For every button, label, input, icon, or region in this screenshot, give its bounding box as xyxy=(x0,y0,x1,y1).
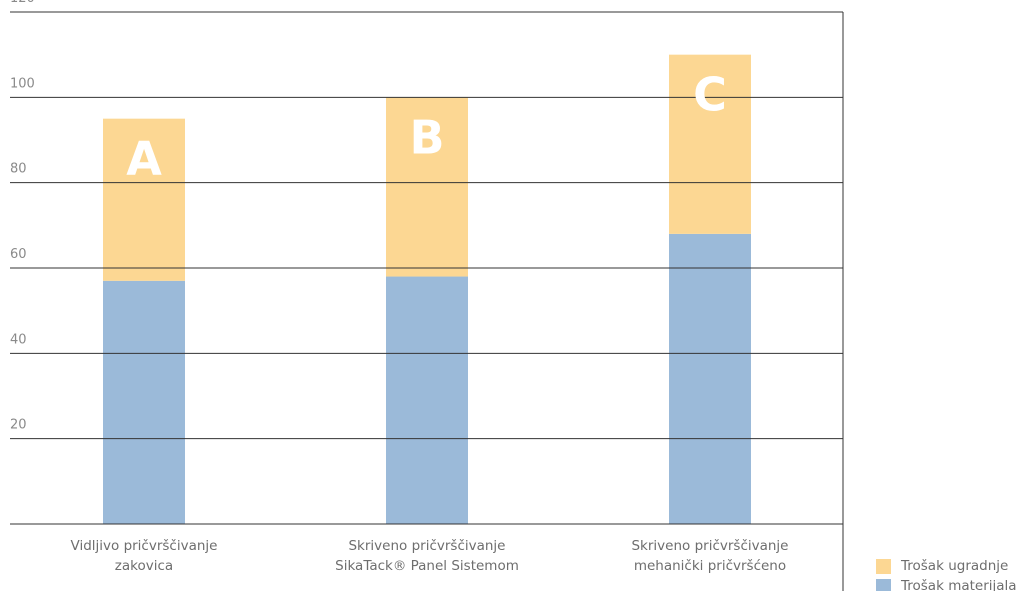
category-label-b-line-1: Skriveno pričvrščivanje xyxy=(348,538,506,554)
legend-swatch-installation xyxy=(876,558,891,574)
bar-segment-b-series-0 xyxy=(386,276,468,524)
bar-letter-b: B xyxy=(409,110,444,164)
y-tick-label-100: 100 xyxy=(10,76,35,91)
legend-swatch-material xyxy=(876,578,891,591)
y-tick-label-80: 80 xyxy=(10,162,27,177)
bar-segment-b-series-1 xyxy=(386,97,468,277)
chart-legend: Trošak ugradnje Trošak materijala xyxy=(876,556,1021,591)
bar-segment-a-series-0 xyxy=(103,280,185,524)
category-label-c: Skriveno pričvrščivanje mehanički pričvr… xyxy=(590,536,830,576)
legend-label-material: Trošak materijala xyxy=(901,578,1017,591)
bar-letter-a: A xyxy=(126,132,162,186)
legend-item-material: Trošak materijala xyxy=(876,576,1021,591)
legend-item-installation: Trošak ugradnje xyxy=(876,556,1021,576)
bar-segment-c-series-0 xyxy=(669,233,751,524)
category-label-a: Vidljivo pričvrščivanje zakovica xyxy=(24,536,264,576)
legend-label-installation: Trošak ugradnje xyxy=(901,558,1009,574)
y-tick-label-120: 120 xyxy=(10,0,35,6)
category-label-c-line-1: Skriveno pričvrščivanje xyxy=(631,538,789,554)
category-label-b: Skriveno pričvrščivanje SikaTack® Panel … xyxy=(307,536,547,576)
category-label-b-line-2: SikaTack® Panel Sistemom xyxy=(335,558,519,574)
bar-letter-c: C xyxy=(693,68,727,122)
category-label-c-line-2: mehanički pričvršćeno xyxy=(633,558,787,574)
bar-segment-c-series-1 xyxy=(669,54,751,234)
y-tick-label-20: 20 xyxy=(10,418,27,433)
category-label-a-line-2: zakovica xyxy=(114,558,174,574)
y-tick-label-60: 60 xyxy=(10,247,27,262)
bar-segment-a-series-1 xyxy=(103,118,185,281)
y-tick-label-40: 40 xyxy=(10,332,27,347)
category-label-a-line-1: Vidljivo pričvrščivanje xyxy=(70,538,218,554)
